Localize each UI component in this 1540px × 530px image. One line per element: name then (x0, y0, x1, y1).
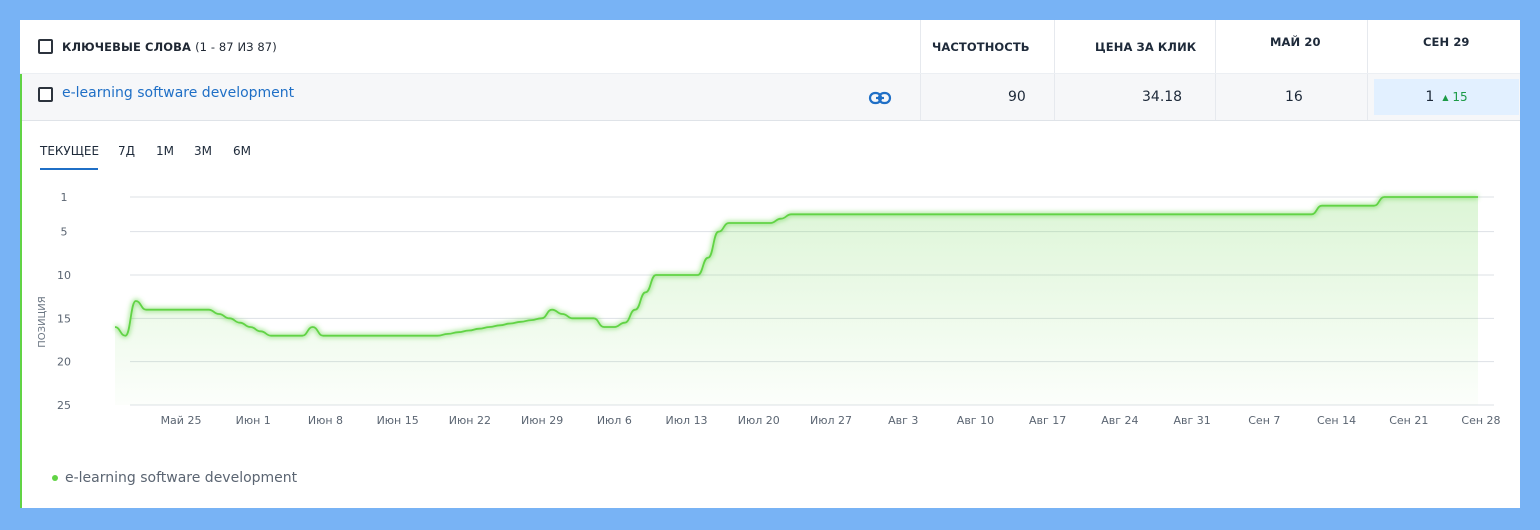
x-tick-label: Июн 1 (236, 414, 271, 427)
y-tick-label: 10 (57, 269, 71, 282)
tab-current[interactable]: ТЕКУЩЕЕ (40, 144, 100, 158)
col-date2-header[interactable]: СЕН 29 (1423, 35, 1470, 49)
row-checkbox[interactable] (38, 87, 53, 102)
column-divider (1054, 20, 1055, 73)
x-tick-label: Авг 31 (1173, 414, 1210, 427)
series-area (115, 197, 1478, 405)
keyword-link[interactable]: e-learning software development (62, 85, 295, 101)
keyword-cell: e-learning software development (38, 74, 294, 120)
x-tick-label: Сен 14 (1317, 414, 1356, 427)
x-tick-label: Июн 8 (308, 414, 343, 427)
x-tick-label: Июл 13 (666, 414, 708, 427)
col-frequency-header[interactable]: ЧАСТОТНОСТЬ (932, 39, 1030, 54)
tab-1m[interactable]: 1М (156, 144, 174, 158)
column-divider (1367, 20, 1368, 73)
x-tick-label: Июл 6 (597, 414, 632, 427)
cpc-value: 34.18 (1142, 89, 1183, 105)
position-date2: 1 (1425, 89, 1435, 105)
series-line (114, 196, 1478, 337)
x-tick-label: Июн 15 (377, 414, 419, 427)
tab-3m[interactable]: 3М (194, 144, 212, 158)
x-tick-label: Май 25 (161, 414, 202, 427)
legend-series-label: e-learning software development (65, 470, 298, 486)
column-divider (1054, 74, 1055, 120)
select-all-checkbox[interactable] (38, 39, 53, 54)
x-tick-label: Авг 24 (1101, 414, 1138, 427)
column-divider (920, 74, 921, 120)
position-delta: ▲ 15 (1442, 90, 1467, 104)
keywords-column-title[interactable]: КЛЮЧЕВЫЕ СЛОВА (1 - 87 ИЗ 87) (62, 40, 277, 54)
x-tick-label: Авг 3 (888, 414, 918, 427)
table-row: e-learning software development 90 34.18… (20, 74, 1520, 121)
y-tick-label: 5 (61, 226, 68, 239)
position-date2-badge[interactable]: 1 ▲ 15 (1374, 79, 1519, 115)
col-cpc-header[interactable]: ЦЕНА ЗА КЛИК (1095, 39, 1197, 54)
x-tick-label: Сен 21 (1389, 414, 1428, 427)
x-tick-label: Сен 28 (1461, 414, 1500, 427)
keywords-count: (1 - 87 ИЗ 87) (195, 39, 277, 54)
x-tick-label: Июн 29 (521, 414, 563, 427)
frequency-value: 90 (1008, 89, 1026, 105)
tab-7d[interactable]: 7Д (118, 144, 136, 158)
header-keywords-cell: КЛЮЧЕВЫЕ СЛОВА (1 - 87 ИЗ 87) (38, 20, 277, 73)
x-tick-label: Авг 17 (1029, 414, 1066, 427)
keyword-panel: КЛЮЧЕВЫЕ СЛОВА (1 - 87 ИЗ 87) ЧАСТОТНОСТ… (20, 20, 1520, 508)
y-tick-label: 15 (57, 312, 71, 325)
x-tick-label: Авг 10 (957, 414, 994, 427)
x-tick-label: Июл 20 (738, 414, 780, 427)
position-date1: 16 (1285, 89, 1303, 105)
active-tab-indicator (40, 168, 98, 170)
column-divider (1367, 74, 1368, 120)
y-tick-label: 1 (61, 191, 68, 204)
table-header: КЛЮЧЕВЫЕ СЛОВА (1 - 87 ИЗ 87) ЧАСТОТНОСТ… (20, 20, 1520, 74)
link-icon[interactable] (868, 88, 892, 108)
column-divider (920, 20, 921, 73)
keywords-label: КЛЮЧЕВЫЕ СЛОВА (62, 39, 191, 54)
delta-value: 15 (1452, 90, 1468, 104)
y-axis-label: ПОЗИЦИЯ (37, 296, 48, 347)
chart-legend[interactable]: e-learning software development (52, 470, 297, 486)
y-tick-label: 25 (57, 399, 71, 412)
row-expanded-indicator (20, 74, 22, 508)
triangle-up-icon: ▲ (1442, 93, 1449, 102)
col-date1-header[interactable]: МАЙ 20 (1270, 35, 1321, 49)
column-divider (1215, 20, 1216, 73)
x-tick-label: Сен 7 (1248, 414, 1280, 427)
y-tick-label: 20 (57, 356, 71, 369)
tab-6m[interactable]: 6М (233, 144, 251, 158)
column-divider (1215, 74, 1216, 120)
legend-dot-icon (52, 475, 58, 481)
x-tick-label: Июн 22 (449, 414, 491, 427)
x-tick-label: Июл 27 (810, 414, 852, 427)
